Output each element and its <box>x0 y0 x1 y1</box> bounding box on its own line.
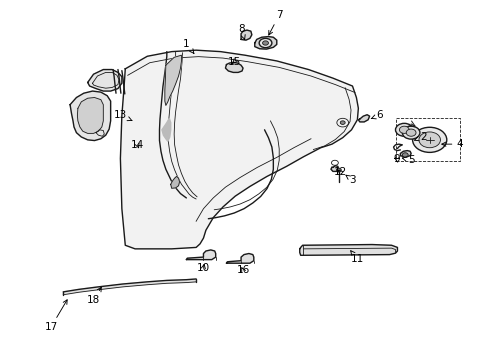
Polygon shape <box>241 30 252 40</box>
Text: 12: 12 <box>334 167 347 177</box>
Polygon shape <box>186 250 216 260</box>
Text: 4: 4 <box>442 139 464 149</box>
Text: 14: 14 <box>131 140 144 150</box>
Polygon shape <box>63 279 196 295</box>
Text: 3: 3 <box>346 175 356 185</box>
Circle shape <box>419 132 441 148</box>
Polygon shape <box>255 37 277 49</box>
Text: 18: 18 <box>87 287 101 305</box>
Polygon shape <box>70 91 111 140</box>
Polygon shape <box>165 55 181 105</box>
Polygon shape <box>77 98 103 134</box>
Text: 1: 1 <box>183 39 194 53</box>
Text: 5: 5 <box>402 155 415 165</box>
Text: 8: 8 <box>238 24 245 39</box>
Circle shape <box>402 126 420 139</box>
Text: 13: 13 <box>114 111 132 121</box>
Polygon shape <box>162 118 171 141</box>
Text: 7: 7 <box>269 10 283 35</box>
Text: 9: 9 <box>393 154 400 164</box>
Circle shape <box>263 41 269 45</box>
Polygon shape <box>358 115 369 122</box>
Circle shape <box>406 129 416 136</box>
Circle shape <box>395 123 413 136</box>
Text: 17: 17 <box>45 300 67 332</box>
Text: 15: 15 <box>228 57 241 67</box>
Circle shape <box>340 121 345 125</box>
Circle shape <box>399 126 409 134</box>
Text: 6: 6 <box>371 111 383 121</box>
Text: 16: 16 <box>236 265 250 275</box>
Polygon shape <box>300 244 397 255</box>
Circle shape <box>336 168 341 172</box>
Polygon shape <box>331 166 339 171</box>
Polygon shape <box>121 50 358 249</box>
Text: 11: 11 <box>351 251 364 264</box>
Circle shape <box>413 127 447 152</box>
Polygon shape <box>400 150 411 157</box>
Circle shape <box>402 153 408 157</box>
Text: 2: 2 <box>415 132 427 142</box>
Polygon shape <box>88 69 122 91</box>
Polygon shape <box>225 62 243 72</box>
Text: 10: 10 <box>197 263 210 273</box>
Polygon shape <box>171 176 179 188</box>
Circle shape <box>259 39 272 48</box>
Polygon shape <box>226 253 254 263</box>
